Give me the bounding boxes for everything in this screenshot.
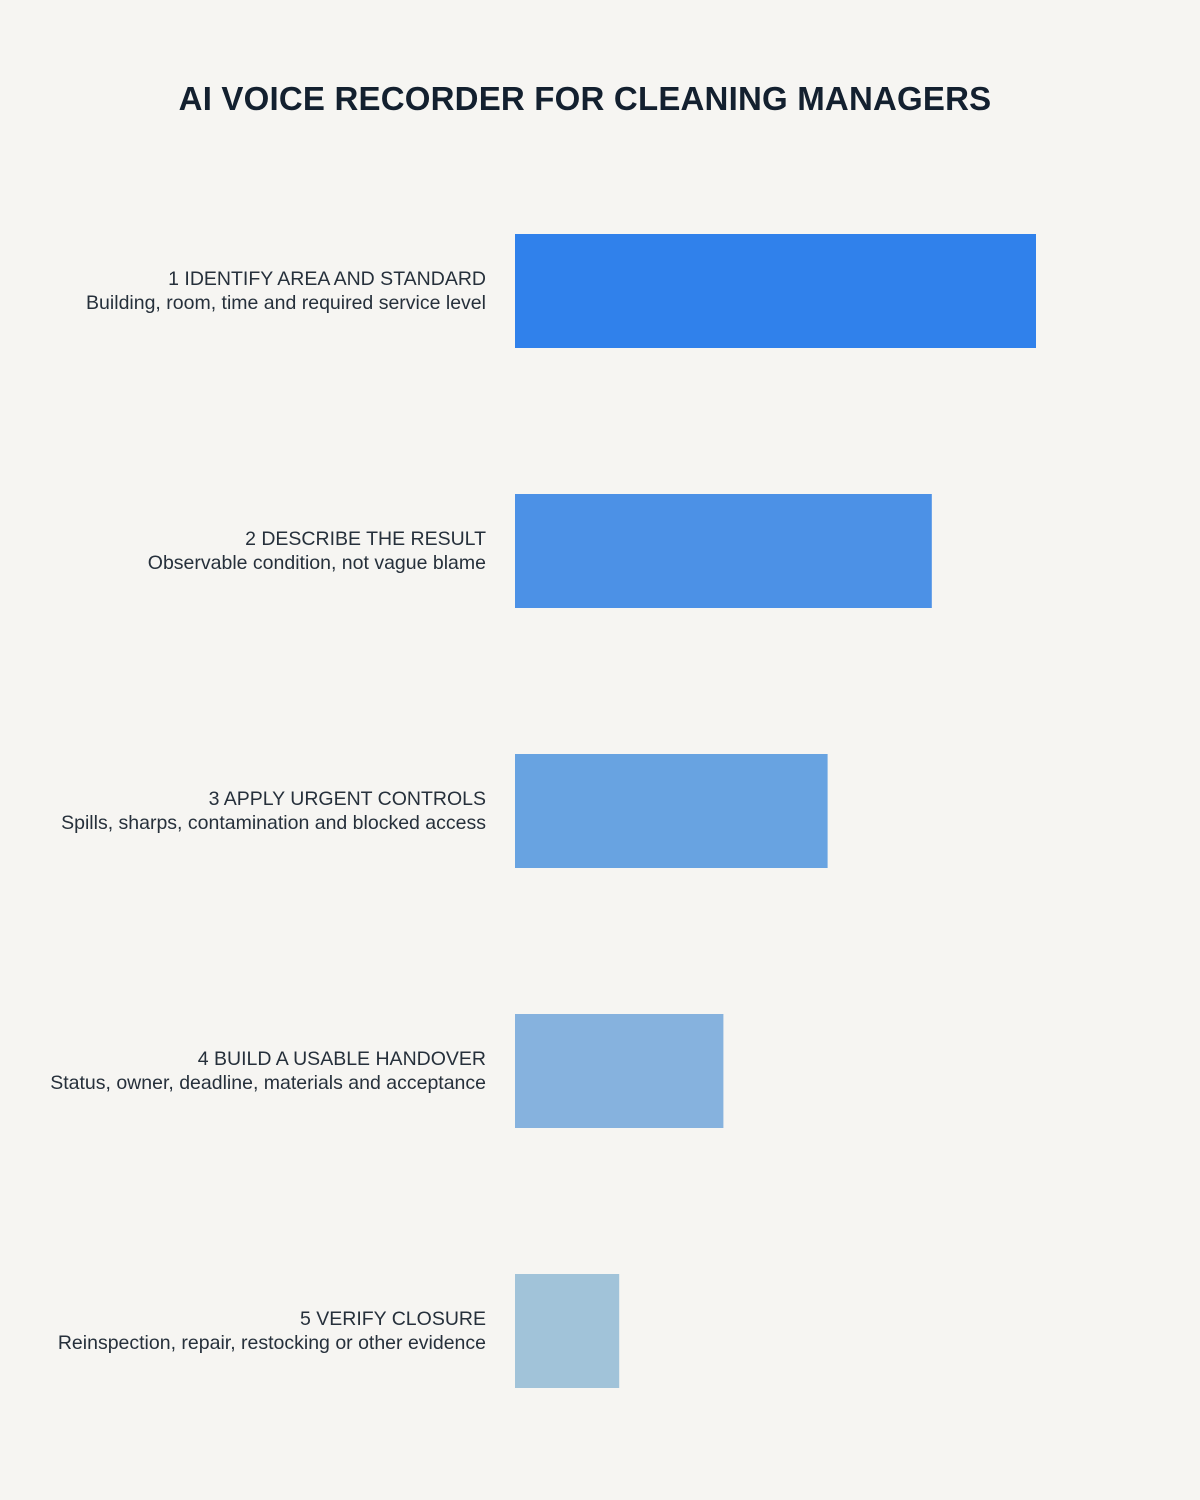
step-3-description: Spills, sharps, contamination and blocke… — [61, 812, 486, 834]
step-5-title: 5 VERIFY CLOSURE — [300, 1308, 486, 1330]
bar-step-5 — [515, 1274, 620, 1388]
step-2-description: Observable condition, not vague blame — [148, 552, 486, 574]
bar-step-2 — [515, 494, 932, 608]
bars-layer — [515, 234, 1036, 1388]
step-1-title: 1 IDENTIFY AREA AND STANDARD — [168, 268, 486, 290]
step-4-description: Status, owner, deadline, materials and a… — [50, 1072, 486, 1094]
step-4-title: 4 BUILD A USABLE HANDOVER — [198, 1048, 486, 1070]
chart-title: AI VOICE RECORDER FOR CLEANING MANAGERS — [178, 80, 992, 117]
step-5-description: Reinspection, repair, restocking or othe… — [58, 1332, 486, 1354]
step-2-title: 2 DESCRIBE THE RESULT — [245, 528, 486, 550]
bar-step-4 — [515, 1014, 724, 1128]
bar-step-1 — [515, 234, 1036, 348]
step-3-title: 3 APPLY URGENT CONTROLS — [209, 788, 486, 810]
step-1-description: Building, room, time and required servic… — [86, 292, 486, 314]
bar-step-3 — [515, 754, 828, 868]
